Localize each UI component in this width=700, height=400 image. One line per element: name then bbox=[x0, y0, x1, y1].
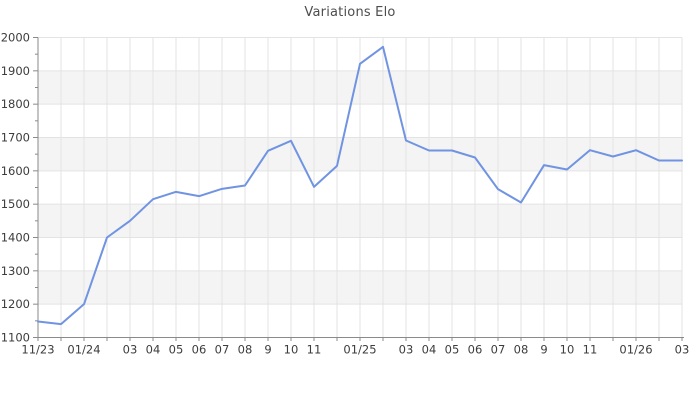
y-tick-label: 1600 bbox=[1, 164, 30, 178]
x-tick-label: 01/25 bbox=[343, 343, 376, 357]
x-tick-label: 03 bbox=[675, 343, 690, 357]
y-tick-label: 1800 bbox=[1, 97, 30, 111]
x-tick-label: 07 bbox=[215, 343, 230, 357]
x-tick-label: 01/26 bbox=[619, 343, 652, 357]
x-tick-label: 10 bbox=[560, 343, 575, 357]
x-tick-label: 01/24 bbox=[67, 343, 100, 357]
y-tick-label: 1900 bbox=[1, 64, 30, 78]
x-tick-label: 07 bbox=[491, 343, 506, 357]
x-tick-label: 03 bbox=[123, 343, 138, 357]
x-tick-label: 06 bbox=[192, 343, 207, 357]
x-tick-label: 11 bbox=[583, 343, 598, 357]
x-tick-label: 08 bbox=[514, 343, 529, 357]
x-tick-label: 06 bbox=[468, 343, 483, 357]
x-tick-label: 11 bbox=[307, 343, 322, 357]
x-tick-label: 03 bbox=[399, 343, 414, 357]
x-tick-label: 04 bbox=[146, 343, 161, 357]
x-tick-label: 10 bbox=[284, 343, 299, 357]
y-tick-label: 1400 bbox=[1, 231, 30, 245]
x-tick-label: 9 bbox=[264, 343, 271, 357]
x-tick-label: 11/23 bbox=[21, 343, 54, 357]
y-tick-label: 1100 bbox=[1, 331, 30, 345]
x-tick-label: 9 bbox=[540, 343, 547, 357]
x-tick-label: 08 bbox=[238, 343, 253, 357]
y-tick-label: 1200 bbox=[1, 297, 30, 311]
x-tick-label: 04 bbox=[422, 343, 437, 357]
y-tick-label: 2000 bbox=[1, 31, 30, 45]
x-tick-label: 05 bbox=[169, 343, 184, 357]
y-tick-label: 1700 bbox=[1, 131, 30, 145]
elo-series-line bbox=[37, 45, 683, 326]
chart-title: Variations Elo bbox=[304, 5, 396, 20]
x-tick-label: 05 bbox=[445, 343, 460, 357]
y-tick-label: 1500 bbox=[1, 197, 30, 211]
y-tick-label: 1300 bbox=[1, 264, 30, 278]
